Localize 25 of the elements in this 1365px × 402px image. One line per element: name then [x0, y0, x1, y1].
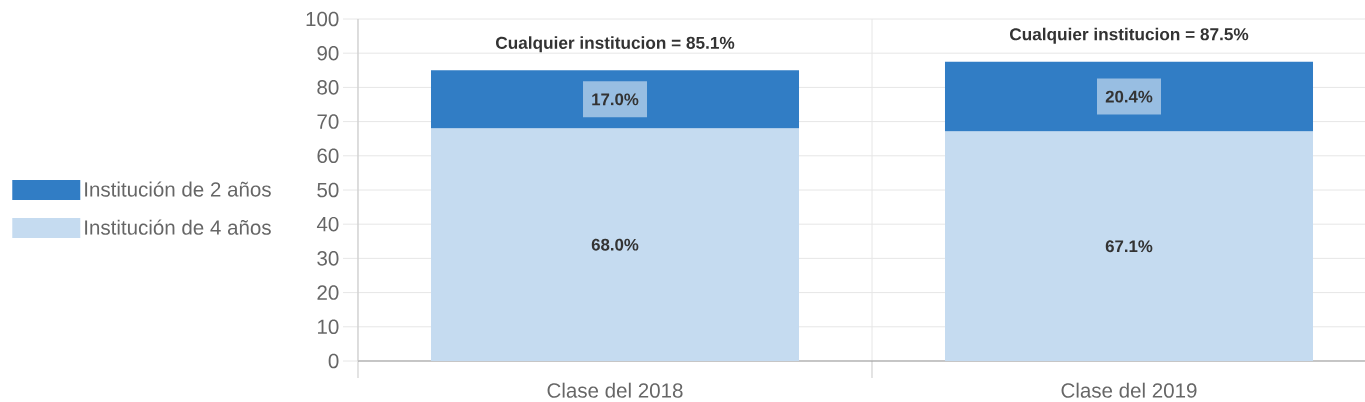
y-tick-label: 40: [316, 216, 339, 232]
y-tick-label: 70: [317, 114, 339, 129]
bar: [944, 131, 1314, 361]
x-tick-label: Clase del 2019: [1061, 382, 1197, 398]
y-tick-label: 10: [318, 319, 339, 335]
y-tick-label: 50: [317, 182, 339, 198]
legend-label: Institución de 2 años: [85, 181, 271, 197]
legend-label: Institución de 4 años: [85, 219, 271, 235]
y-tick-label: 0: [328, 353, 339, 369]
data-label: 20.4%: [1105, 90, 1153, 103]
total-label: Cualquier institucion = 85.1%: [496, 36, 735, 53]
y-tick-label: 60: [317, 148, 339, 164]
y-tick-label: 80: [317, 80, 339, 95]
total-label: Cualquier institucion = 87.5%: [1010, 27, 1249, 44]
y-tick-label: 90: [317, 45, 339, 61]
data-label: 67.1%: [1105, 240, 1153, 253]
bar: [944, 61, 1314, 132]
y-tick-label: 100: [306, 11, 339, 27]
y-tick-label: 20: [317, 285, 339, 300]
x-tick-label: Clase del 2018: [547, 382, 683, 398]
y-tick-label: 30: [317, 251, 339, 266]
data-label: 17.0%: [592, 93, 639, 106]
bar: [430, 128, 800, 361]
data-label: 68.0%: [591, 238, 639, 251]
bar: [430, 70, 800, 129]
